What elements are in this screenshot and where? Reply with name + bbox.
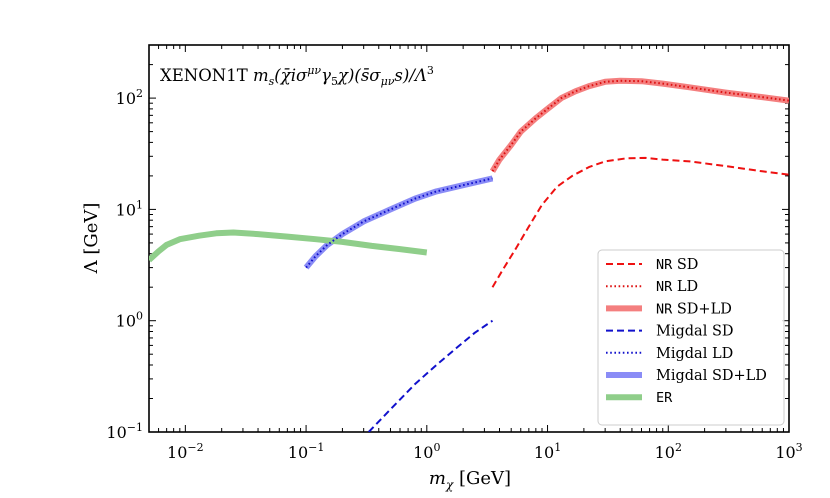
y-tick-label: 102 [116,87,143,108]
series-nr-sd [491,156,789,288]
x-tick-label: 100 [413,441,440,462]
minor-ticks [148,44,790,433]
y-tick-label: 10−1 [106,421,143,442]
legend-label: Migdal SD [656,324,734,340]
legend: NR SD NR LD NR SD+LD Migdal SD Migdal LD Migd… [597,249,785,426]
legend-label: Migdal SD+LD [656,368,767,384]
x-tick-label: 10−1 [288,441,325,462]
x-tick-labels: 10−2 10−1 100 101 102 103 [167,441,803,462]
legend-label: NR LD [656,279,698,295]
y-tick-label: 101 [116,198,143,219]
x-tick-label: 101 [534,441,561,462]
x-axis-label: mχ [GeV] [429,468,511,492]
legend-label: ER [656,390,673,406]
series-migdal-sd [367,319,494,432]
x-tick-label: 103 [775,441,802,462]
x-tick-label: 10−2 [167,441,204,462]
y-tick-labels: 10−1 100 101 102 [106,87,143,442]
y-axis-label: Λ [GeV] [81,203,102,275]
legend-label: NR SD [656,257,698,273]
y-tick-label: 100 [116,310,143,331]
series-nr-ld [491,79,789,172]
chart-title: XENON1T ms(χ̄iσμνγ5χ)(s̄σμνs)/Λ3 [160,64,434,88]
series-migdal-ld [305,177,493,269]
series-er [149,229,428,263]
legend-box [597,249,785,426]
legend-label: NR SD+LD [656,301,732,317]
x-tick-label: 102 [655,441,682,462]
legend-label: Migdal LD [656,346,733,362]
series-layer [149,77,789,432]
